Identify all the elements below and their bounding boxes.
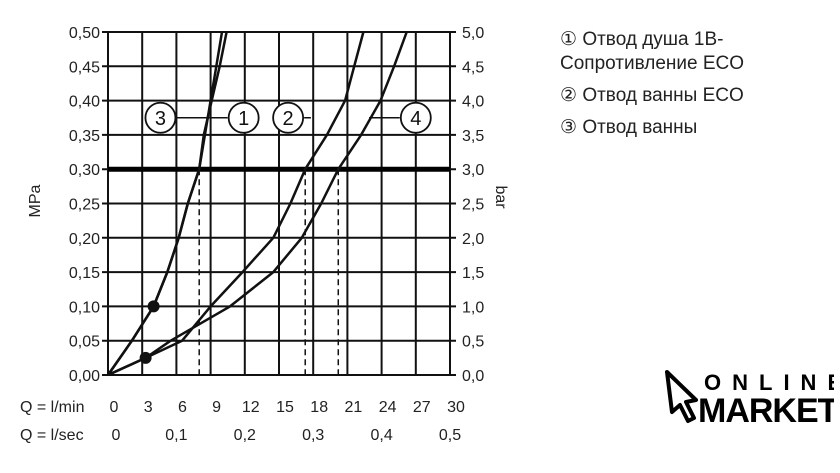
y-axis-label-right: bar	[492, 186, 509, 210]
legend-item-1: ① Отвод душа 1B- Сопротивление ECO	[560, 29, 745, 74]
y-tick-right: 2,5	[462, 197, 484, 214]
x-tick-lmin: 9	[212, 399, 221, 416]
y-tick-left: 0,15	[69, 265, 100, 282]
series-curve-2	[107, 31, 365, 377]
x-tick-lmin: 27	[413, 399, 431, 416]
online-market-logo: ONLINE MARKET	[665, 370, 834, 428]
y-tick-left: 0,40	[69, 94, 100, 111]
y-tick-right: 3,5	[462, 128, 484, 145]
callout-label: 2	[283, 108, 294, 130]
logo-bottom-text: MARKET	[698, 392, 834, 428]
x-tick-lsec: 0,1	[165, 427, 187, 444]
callout-label: 4	[410, 108, 421, 130]
y-axis-label-left: MPa	[27, 185, 44, 218]
y-tick-right: 0,5	[462, 334, 484, 351]
callout-circle-2	[272, 101, 305, 134]
x-tick-lsec: 0,3	[302, 427, 324, 444]
data-point-marker	[147, 300, 160, 313]
logo-top-text: ONLINE	[704, 370, 834, 395]
y-tick-left: 0,10	[69, 299, 100, 316]
x-tick-lmin: 0	[110, 399, 119, 416]
y-tick-right: 1,5	[462, 265, 484, 282]
y-tick-right: 1,0	[462, 299, 484, 316]
callout-label: 1	[238, 108, 249, 130]
y-tick-left: 0,25	[69, 197, 100, 214]
x-tick-lmin: 6	[178, 399, 187, 416]
y-tick-left: 0,05	[69, 334, 100, 351]
x-tick-lmin: 12	[242, 399, 260, 416]
x-tick-lmin: 24	[379, 399, 397, 416]
y-tick-left: 0,50	[69, 25, 100, 42]
x-tick-lmin: 3	[144, 399, 153, 416]
y-tick-left: 0,20	[69, 231, 100, 248]
y-tick-right: 4,5	[462, 59, 484, 76]
legend-item-3: ③ Отвод ванны	[560, 117, 698, 138]
x-axis-label-lsec: Q = l/sec	[20, 427, 84, 444]
series-curve-4	[107, 31, 408, 377]
x-axis-label-lmin: Q = l/min	[20, 399, 84, 416]
data-point-marker	[139, 351, 152, 364]
callout-label: 3	[155, 108, 166, 130]
x-tick-lsec: 0,5	[439, 427, 461, 444]
callout-circle-3	[144, 101, 177, 134]
legend: ① Отвод душа 1B- Сопротивление ECO ② Отво…	[560, 28, 744, 148]
x-tick-lmin: 15	[276, 399, 294, 416]
cursor-icon	[665, 370, 698, 423]
y-tick-left: 0,30	[69, 162, 100, 179]
x-tick-lsec: 0,2	[234, 427, 256, 444]
y-tick-left: 0,45	[69, 59, 100, 76]
x-tick-lmin: 30	[447, 399, 465, 416]
x-tick-lmin: 21	[345, 399, 363, 416]
callout-circle-1	[227, 101, 260, 134]
series-curve-1	[106, 31, 228, 376]
callout-circle-4	[399, 101, 432, 134]
x-tick-lsec: 0	[112, 427, 121, 444]
x-tick-lsec: 0,4	[370, 427, 392, 444]
y-tick-right: 2,0	[462, 231, 484, 248]
y-tick-right: 3,0	[462, 162, 484, 179]
y-tick-left: 0,00	[69, 368, 100, 385]
y-tick-right: 4,0	[462, 94, 484, 111]
x-tick-lmin: 18	[310, 399, 328, 416]
y-tick-right: 5,0	[462, 25, 484, 42]
y-tick-right: 0,0	[462, 368, 484, 385]
y-tick-left: 0,35	[69, 128, 100, 145]
legend-item-2: ② Отвод ванны ECO	[560, 85, 744, 106]
